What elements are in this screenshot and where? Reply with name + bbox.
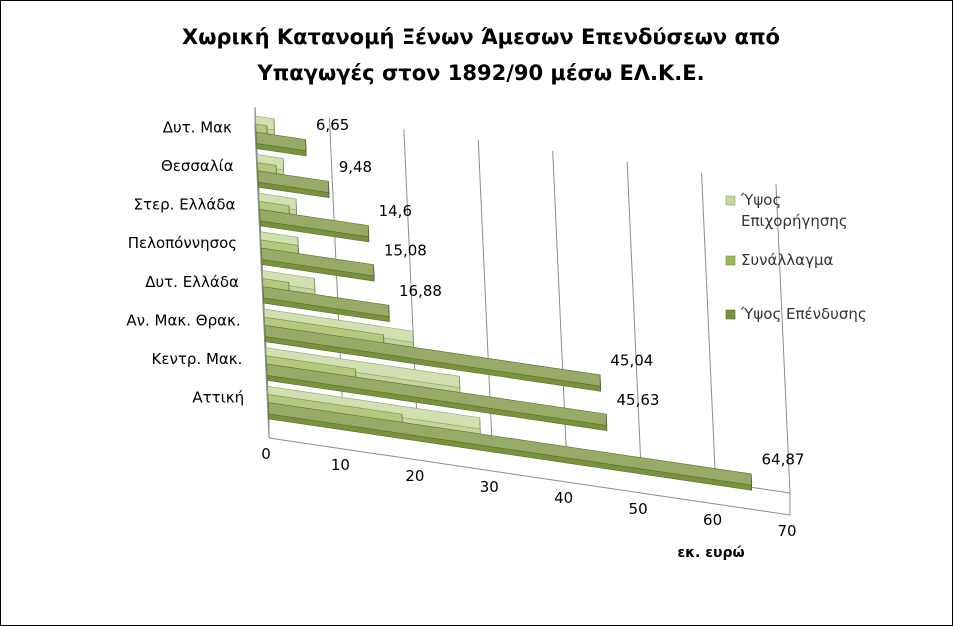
chart-title: Χωρική Κατανομή Ξένων Άμεσων Επενδύσεων …	[101, 19, 861, 91]
chart-category-labels: Δυτ. Μακ Θεσσαλία Στερ. Ελλάδα Πελοπόννησος…	[126, 118, 244, 406]
bar-3-1	[268, 402, 753, 491]
category-label: Πελοπόννησος	[128, 234, 237, 252]
legend-swatch	[725, 309, 736, 320]
x-tick-label: 60	[703, 511, 722, 529]
legend-label: Ύψος Επένδυσης	[740, 305, 867, 323]
data-label: 14,6	[379, 202, 412, 220]
chart-gridline	[626, 161, 642, 472]
chart-gridline	[775, 183, 791, 494]
chart-gridline	[701, 172, 717, 483]
data-label: 9,48	[339, 158, 372, 176]
legend-swatch	[725, 195, 736, 206]
legend-swatch	[725, 255, 736, 266]
bar-front-face	[268, 413, 753, 491]
x-tick-label: 0	[261, 445, 271, 463]
bar-end-face	[750, 473, 753, 491]
chart-tick-labels: 0 10 20 30 40 50 60 70	[261, 445, 796, 540]
x-tick-label: 40	[554, 489, 573, 507]
data-label: 16,88	[399, 282, 442, 300]
chart-data-labels: 6,65 9,48 14,6 15,08 16,88 45,04 45,63 64,87	[316, 116, 805, 468]
bar-end-face	[373, 264, 375, 282]
data-label: 6,65	[316, 116, 349, 134]
bar-end-face	[388, 305, 390, 322]
data-label: 15,08	[384, 241, 427, 259]
chart-legend: Ύψος Επιχορήγησης Συνάλλαγμα Ύψος Επένδυσης	[725, 191, 867, 323]
bar-3-3	[264, 324, 601, 392]
bar-end-face	[599, 374, 601, 392]
bar-3-8	[255, 131, 307, 157]
category-label: Αττική	[192, 389, 244, 407]
bar-3-7	[257, 170, 330, 199]
data-label: 64,87	[762, 451, 805, 469]
x-tick-label: 20	[405, 467, 424, 485]
bar-3-2	[266, 363, 608, 431]
category-label: Δυτ. Ελλάδα	[145, 273, 239, 291]
bar-3-5	[261, 247, 375, 282]
chart-floor-front-edge	[268, 437, 791, 516]
chart-title-line-2: Υπαγωγές στον 1892/90 μέσω ΕΛ.Κ.Ε.	[257, 61, 705, 85]
x-tick-label: 30	[480, 478, 499, 496]
category-label: Κεντρ. Μακ.	[152, 350, 243, 368]
bar-3-4	[262, 286, 390, 323]
bar-3-6	[259, 209, 370, 243]
bar-end-face	[605, 414, 608, 431]
data-label: 45,63	[617, 391, 660, 409]
category-label: Αν. Μακ. Θρακ.	[126, 311, 240, 329]
legend-label: Συνάλλαγμα	[741, 251, 833, 269]
category-label: Δυτ. Μακ	[163, 118, 232, 136]
data-label: 45,04	[610, 352, 653, 370]
x-tick-label: 10	[331, 456, 350, 474]
category-label: Στερ. Ελλάδα	[134, 196, 236, 214]
x-axis-label: εκ. ευρώ	[677, 545, 744, 561]
chart-bars	[255, 115, 753, 491]
legend-label: Ύψος Επιχορήγησης	[740, 191, 848, 230]
bar-end-face	[367, 225, 370, 242]
chart-title-line-1: Χωρική Κατανομή Ξένων Άμεσων Επενδύσεων …	[182, 25, 780, 49]
x-tick-label: 70	[777, 522, 796, 540]
x-tick-label: 50	[629, 500, 648, 518]
bar-end-face	[328, 181, 330, 198]
category-label: Θεσσαλία	[161, 157, 234, 175]
bar-end-face	[305, 139, 307, 156]
